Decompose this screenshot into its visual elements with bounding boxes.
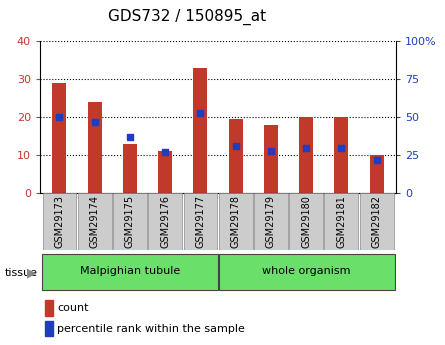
Text: GSM29177: GSM29177: [195, 195, 206, 248]
FancyBboxPatch shape: [324, 193, 358, 250]
FancyBboxPatch shape: [360, 193, 393, 250]
Point: [267, 149, 275, 154]
Text: tissue: tissue: [4, 268, 37, 277]
Text: Malpighian tubule: Malpighian tubule: [80, 266, 180, 276]
FancyBboxPatch shape: [183, 193, 217, 250]
Bar: [264, 125, 278, 193]
Text: GSM29173: GSM29173: [54, 195, 65, 248]
Point: [303, 145, 310, 150]
Bar: [334, 117, 348, 193]
Text: count: count: [57, 303, 89, 313]
Text: GSM29178: GSM29178: [231, 195, 241, 248]
Text: whole organism: whole organism: [262, 266, 350, 276]
FancyBboxPatch shape: [43, 193, 77, 250]
FancyBboxPatch shape: [78, 193, 112, 250]
FancyBboxPatch shape: [148, 193, 182, 250]
Text: GSM29180: GSM29180: [301, 195, 311, 248]
Bar: [370, 155, 384, 193]
Text: GSM29174: GSM29174: [90, 195, 100, 248]
Point: [91, 119, 98, 125]
Bar: [123, 144, 137, 193]
Point: [162, 149, 169, 155]
Point: [197, 110, 204, 116]
FancyBboxPatch shape: [219, 254, 395, 289]
Text: GSM29176: GSM29176: [160, 195, 170, 248]
Text: GSM29181: GSM29181: [336, 195, 346, 248]
Bar: [194, 68, 207, 193]
Text: percentile rank within the sample: percentile rank within the sample: [57, 324, 245, 334]
Text: ▶: ▶: [27, 266, 37, 279]
Bar: [158, 151, 172, 193]
Point: [126, 134, 134, 140]
Bar: [299, 117, 313, 193]
Point: [338, 145, 345, 150]
Point: [373, 157, 380, 162]
Text: GSM29179: GSM29179: [266, 195, 276, 248]
Text: GSM29182: GSM29182: [372, 195, 382, 248]
FancyBboxPatch shape: [113, 193, 147, 250]
Bar: [88, 102, 102, 193]
Bar: [229, 119, 243, 193]
Bar: [53, 83, 66, 193]
FancyBboxPatch shape: [254, 193, 288, 250]
FancyBboxPatch shape: [219, 193, 253, 250]
FancyBboxPatch shape: [289, 193, 323, 250]
FancyBboxPatch shape: [42, 254, 218, 289]
Text: GDS732 / 150895_at: GDS732 / 150895_at: [108, 9, 266, 25]
Point: [232, 144, 239, 149]
Point: [56, 115, 63, 120]
Text: GSM29175: GSM29175: [125, 195, 135, 248]
